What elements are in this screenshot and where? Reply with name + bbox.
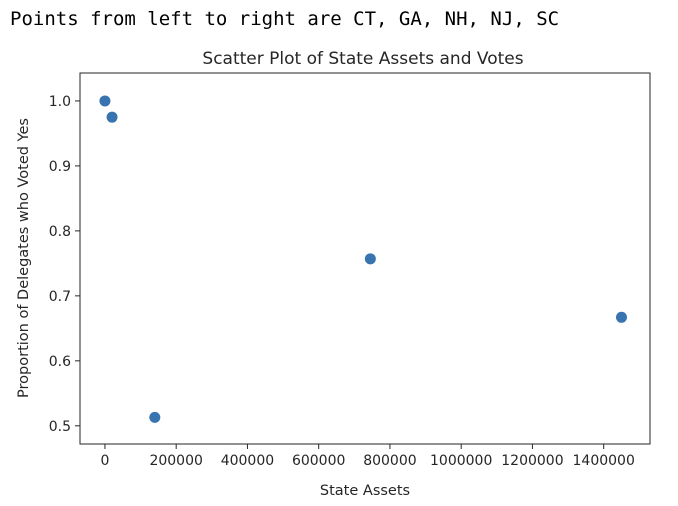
- x-tick-label: 200000: [149, 453, 202, 469]
- y-tick-label: 0.9: [49, 159, 71, 175]
- chart-caption: Points from left to right are CT, GA, NH…: [10, 8, 560, 30]
- x-axis-title: State Assets: [320, 483, 410, 499]
- y-axis-title: Proportion of Delegates who Voted Yes: [16, 118, 32, 398]
- y-tick-label: 0.7: [49, 289, 71, 305]
- x-tick-label: 0: [100, 453, 109, 469]
- scatter-point: [149, 411, 161, 423]
- y-tick-label: 1.0: [49, 94, 71, 110]
- y-tick-label: 0.8: [49, 224, 71, 240]
- x-tick-label: 1000000: [430, 453, 492, 469]
- x-tick-label: 1200000: [501, 453, 563, 469]
- chart-title: Scatter Plot of State Assets and Votes: [202, 49, 523, 69]
- scatter-point: [364, 253, 376, 265]
- x-tick-label: 1400000: [573, 453, 635, 469]
- scatter-point: [99, 95, 111, 107]
- scatter-point: [616, 311, 627, 323]
- y-tick-label: 0.6: [49, 354, 71, 370]
- x-tick-label: 600000: [292, 453, 345, 469]
- x-tick-label: 400000: [221, 453, 274, 469]
- y-axis: 0.5 0.6 0.7 0.8 0.9 1.0: [49, 94, 80, 435]
- x-tick-label: 800000: [363, 453, 416, 469]
- y-tick-label: 0.5: [49, 419, 71, 435]
- data-points: [99, 95, 627, 423]
- plot-area-frame: [79, 72, 651, 445]
- scatter-point: [106, 111, 118, 123]
- x-axis: 0 200000 400000 600000 800000 1000000 1200000 1…: [100, 444, 635, 469]
